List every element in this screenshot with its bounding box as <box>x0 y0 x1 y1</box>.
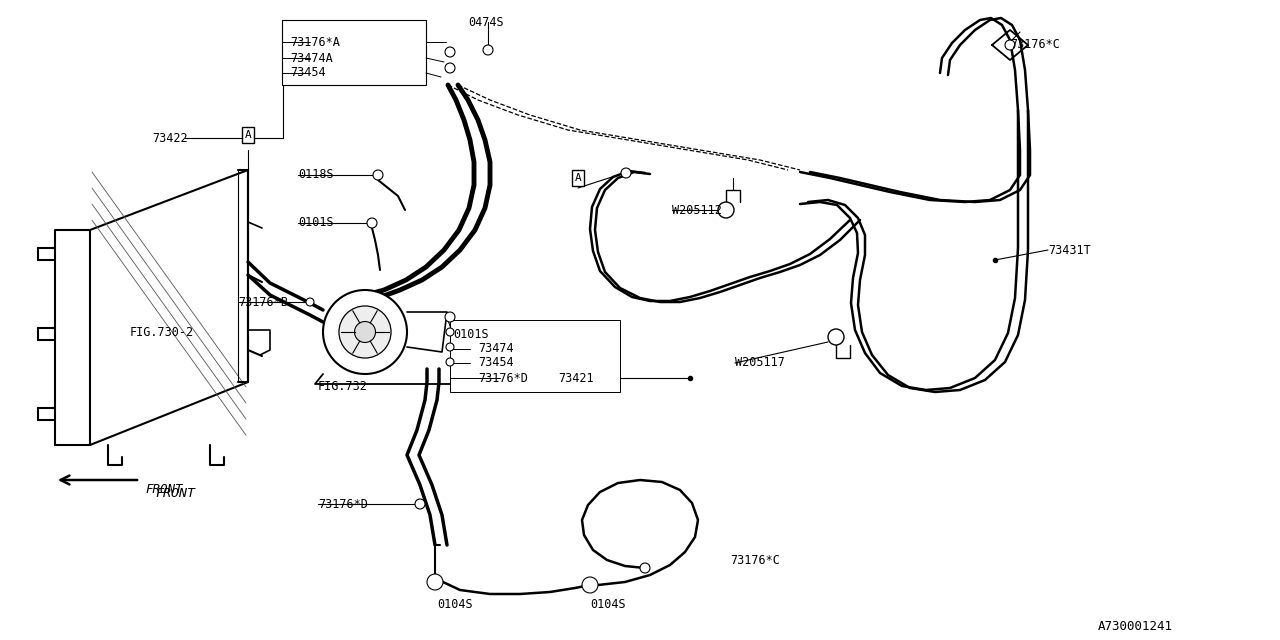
Text: 73474A: 73474A <box>291 51 333 65</box>
Text: 73176*A: 73176*A <box>291 35 340 49</box>
Circle shape <box>355 321 375 342</box>
Circle shape <box>828 329 844 345</box>
Text: FRONT: FRONT <box>145 483 183 496</box>
Circle shape <box>323 290 407 374</box>
Circle shape <box>415 499 425 509</box>
Text: 73474: 73474 <box>477 342 513 355</box>
Text: 0474S: 0474S <box>468 15 503 29</box>
Bar <box>451 320 620 392</box>
Text: FRONT: FRONT <box>155 487 195 500</box>
Circle shape <box>445 63 454 73</box>
Text: A730001241: A730001241 <box>1098 620 1172 632</box>
Circle shape <box>306 298 314 306</box>
Circle shape <box>640 563 650 573</box>
Circle shape <box>1005 40 1015 50</box>
Text: 73176*D: 73176*D <box>317 497 367 511</box>
Text: W205112: W205112 <box>672 204 722 216</box>
Circle shape <box>445 328 454 336</box>
Text: 0104S: 0104S <box>436 598 472 611</box>
Circle shape <box>445 358 454 366</box>
Text: A: A <box>244 130 251 140</box>
Text: FIG.730-2: FIG.730-2 <box>131 326 195 339</box>
Circle shape <box>339 306 392 358</box>
Text: 73422: 73422 <box>152 131 188 145</box>
Circle shape <box>483 45 493 55</box>
Text: 73454: 73454 <box>477 356 513 369</box>
Circle shape <box>445 47 454 57</box>
Text: 0118S: 0118S <box>298 168 334 182</box>
Circle shape <box>621 168 631 178</box>
Text: 73431T: 73431T <box>1048 243 1091 257</box>
Text: 73176*C: 73176*C <box>730 554 780 566</box>
Text: 73176*B: 73176*B <box>238 296 288 308</box>
Bar <box>282 20 426 85</box>
Text: 0101S: 0101S <box>298 216 334 230</box>
Circle shape <box>718 202 733 218</box>
Circle shape <box>445 312 454 322</box>
Text: 0101S: 0101S <box>453 328 489 342</box>
Text: 73421: 73421 <box>558 371 594 385</box>
Circle shape <box>372 170 383 180</box>
Circle shape <box>445 343 454 351</box>
Text: A: A <box>575 173 581 183</box>
Text: 0104S: 0104S <box>590 598 626 611</box>
Text: 73176*D: 73176*D <box>477 371 527 385</box>
Text: W205117: W205117 <box>735 356 785 369</box>
Circle shape <box>367 218 378 228</box>
Text: 73454: 73454 <box>291 67 325 79</box>
Text: 73176*C: 73176*C <box>1010 38 1060 51</box>
Circle shape <box>582 577 598 593</box>
Circle shape <box>428 574 443 590</box>
Text: FIG.732: FIG.732 <box>317 380 367 392</box>
